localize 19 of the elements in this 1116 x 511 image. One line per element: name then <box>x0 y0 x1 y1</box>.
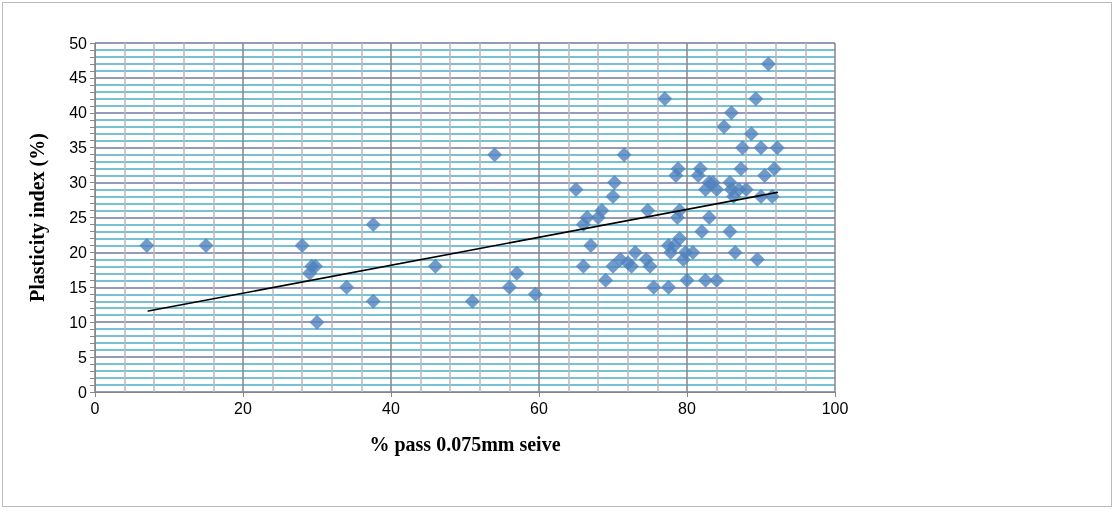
y-tick-label: 25 <box>69 209 88 226</box>
y-tick-label: 30 <box>69 174 88 192</box>
y-tick-label: 0 <box>78 383 88 401</box>
y-tick-label: 50 <box>69 34 88 52</box>
y-tick-label: 20 <box>69 243 88 261</box>
x-tick-label: 20 <box>234 399 252 417</box>
y-axis-title: Plasticity index (%) <box>26 133 49 302</box>
y-tick-label: 35 <box>69 139 88 157</box>
y-tick-label: 45 <box>69 69 88 87</box>
x-tick-label: 100 <box>821 399 849 417</box>
y-tick-label: 5 <box>78 348 88 366</box>
y-tick-label: 15 <box>69 278 88 296</box>
y-tick-label: 10 <box>69 313 88 331</box>
x-tick-label: 40 <box>382 399 400 417</box>
x-tick-label: 60 <box>530 399 548 417</box>
x-axis-title: % pass 0.075mm seive <box>369 433 561 456</box>
x-tick-label: 0 <box>90 399 100 417</box>
x-tick-label: 80 <box>678 399 696 417</box>
y-tick-label: 40 <box>69 104 88 122</box>
